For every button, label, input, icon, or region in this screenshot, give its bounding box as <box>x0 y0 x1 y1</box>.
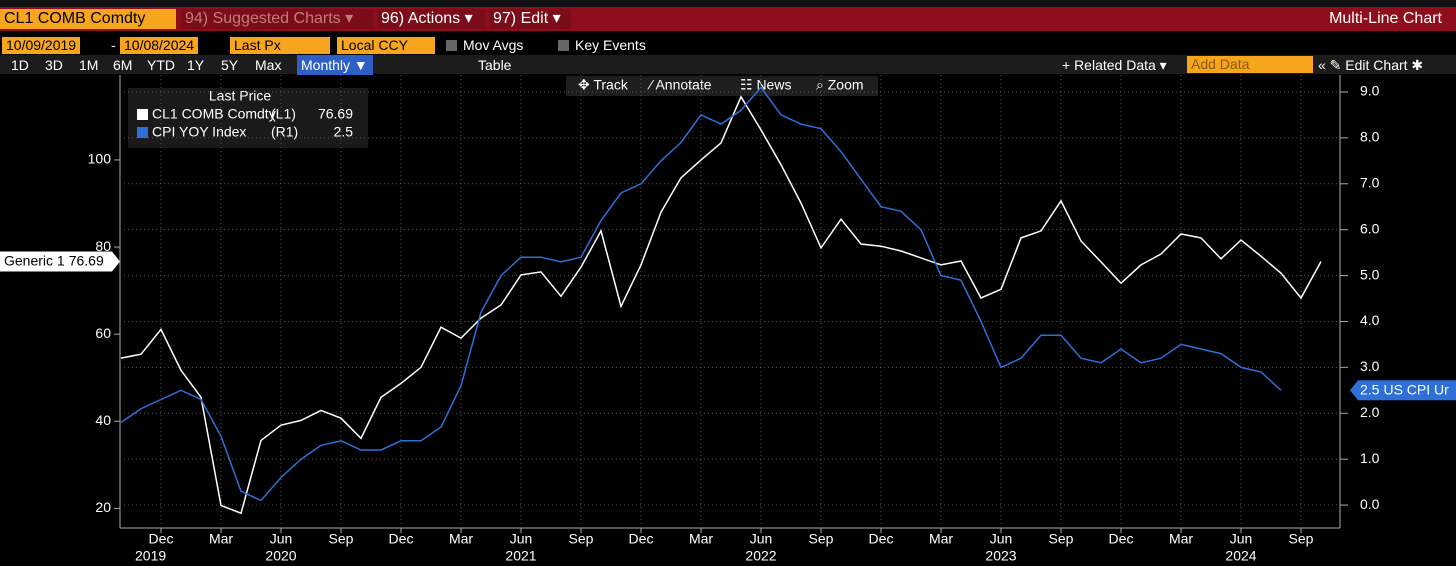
end-date[interactable]: 10/08/2024 <box>120 37 199 54</box>
date-separator: - <box>111 37 116 53</box>
legend-title: Last Price <box>209 88 271 104</box>
y-tick-label: 80 <box>95 238 111 254</box>
y2-tick-label: 7.0 <box>1360 174 1380 190</box>
legend-axis: (R1) <box>271 124 298 140</box>
year-label: 2019 <box>135 548 166 564</box>
value-tag-name: US CPI Ur <box>1383 381 1449 397</box>
x-tick-label: Dec <box>629 531 654 547</box>
start-date[interactable]: 10/09/2019 <box>2 37 81 54</box>
x-tick-label: Dec <box>149 531 174 547</box>
chart-tools-bg <box>566 76 878 96</box>
currency-select[interactable]: Local CCY <box>337 37 435 54</box>
y2-tick-label: 0.0 <box>1360 496 1380 512</box>
related-data[interactable]: + Related Data ▾ <box>1062 57 1167 73</box>
x-tick-label: Jun <box>990 531 1013 547</box>
series-line <box>120 86 1282 502</box>
y-tick-label: 100 <box>88 151 112 167</box>
chart-tool[interactable]: ⁄ Annotate <box>647 77 712 93</box>
value-tag-text: Generic 1 76.69 <box>4 252 104 268</box>
quote-strip <box>0 0 1456 7</box>
y-tick-label: 60 <box>95 325 111 341</box>
period-button[interactable]: 1D <box>11 57 29 73</box>
value-tag <box>1350 380 1456 401</box>
period-button[interactable]: Max <box>255 57 282 73</box>
y2-tick-label: 4.0 <box>1360 312 1380 328</box>
table-button[interactable]: Table <box>478 57 512 73</box>
security-field[interactable]: CL1 COMB Comdty <box>0 9 176 29</box>
y-tick-label: 40 <box>95 412 111 428</box>
chart-tool[interactable]: ☷ News <box>740 77 791 93</box>
x-tick-label: Jun <box>750 531 773 547</box>
chart-tool[interactable]: ✥ Track <box>578 77 629 93</box>
legend-swatch <box>137 109 148 120</box>
key-events[interactable]: Key Events <box>575 37 646 53</box>
x-tick-label: Mar <box>449 531 473 547</box>
mov-avgs[interactable]: Mov Avgs <box>463 37 524 53</box>
x-tick-label: Jun <box>510 531 533 547</box>
x-tick-label: Dec <box>1109 531 1134 547</box>
year-label: 2021 <box>505 548 536 564</box>
series-line <box>120 95 1322 515</box>
period-button[interactable]: YTD <box>147 57 175 73</box>
y2-tick-label: 1.0 <box>1360 450 1380 466</box>
period-button[interactable]: 6M <box>113 57 133 73</box>
checkbox[interactable] <box>558 40 569 51</box>
edit-chart[interactable]: « ✎ Edit Chart ✱ <box>1318 57 1424 73</box>
frequency-button[interactable]: Monthly ▼ <box>297 55 373 75</box>
y2-tick-label: 6.0 <box>1360 220 1380 236</box>
y-tick-label: 20 <box>95 499 111 515</box>
x-tick-label: Mar <box>689 531 713 547</box>
value-tag-value: 2.5 <box>1360 381 1380 397</box>
chart-tool[interactable]: ⌕ Zoom <box>816 77 864 93</box>
value-tag-value: 76.69 <box>69 252 104 268</box>
chart: Last Price ✥ Track ⁄ Annotate ☷ News ⌕ Zoom… <box>0 75 1456 564</box>
legend-last: 2.5 <box>334 124 354 140</box>
add-data[interactable]: Add Data <box>1187 56 1313 73</box>
x-tick-label: Sep <box>809 531 834 547</box>
y2-tick-label: 9.0 <box>1360 83 1380 99</box>
legend-last: 76.69 <box>318 106 353 122</box>
x-tick-label: Jun <box>1230 531 1253 547</box>
year-label: 2020 <box>265 548 296 564</box>
period-button[interactable]: 1M <box>79 57 99 73</box>
y2-tick-label: 8.0 <box>1360 129 1380 145</box>
period-button[interactable]: 3D <box>45 57 63 73</box>
x-tick-label: Dec <box>389 531 414 547</box>
legend-swatch <box>137 127 148 138</box>
x-tick-label: Mar <box>929 531 953 547</box>
y2-tick-label: 5.0 <box>1360 266 1380 282</box>
field-select[interactable]: Last Px <box>230 37 330 54</box>
menu-item[interactable]: 97) Edit ▾ <box>489 9 571 29</box>
legend-name: CPI YOY Index <box>152 124 246 140</box>
x-tick-label: Jun <box>270 531 293 547</box>
year-label: 2024 <box>1225 548 1256 564</box>
x-tick-label: Sep <box>1049 531 1074 547</box>
value-tag-text: 2.5 US CPI Ur <box>1360 381 1449 397</box>
x-tick-label: Sep <box>569 531 594 547</box>
menu-item[interactable]: 94) Suggested Charts ▾ <box>181 9 373 29</box>
value-tag <box>0 251 120 272</box>
year-label: 2022 <box>745 548 776 564</box>
year-label: 2023 <box>985 548 1016 564</box>
x-tick-label: Dec <box>869 531 894 547</box>
x-tick-label: Mar <box>209 531 233 547</box>
period-button[interactable]: 5Y <box>221 57 239 73</box>
y2-tick-label: 2.0 <box>1360 404 1380 420</box>
chart-kind: Multi-Line Chart <box>1329 10 1442 27</box>
x-tick-label: Mar <box>1169 531 1193 547</box>
legend-name: CL1 COMB Comdty <box>152 106 276 122</box>
value-tag-name: Generic 1 <box>4 252 65 268</box>
x-tick-label: Sep <box>1289 531 1314 547</box>
y2-tick-label: 3.0 <box>1360 358 1380 374</box>
menu-item[interactable]: 96) Actions ▾ <box>377 9 485 29</box>
legend-axis: (L1) <box>271 106 296 122</box>
x-tick-label: Sep <box>329 531 354 547</box>
checkbox[interactable] <box>446 40 457 51</box>
period-button[interactable]: 1Y <box>187 57 205 73</box>
